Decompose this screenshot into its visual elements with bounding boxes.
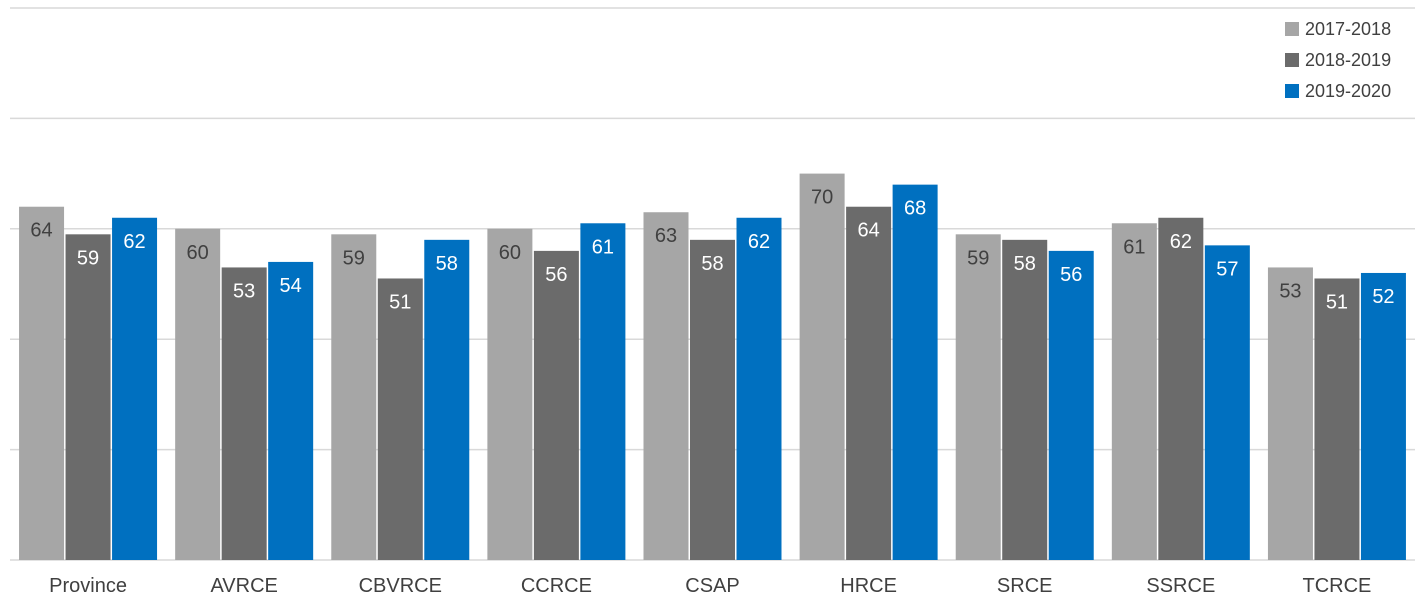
data-label: 63 [655, 225, 677, 247]
bar-2017-2018-TCRCE [1267, 267, 1313, 560]
legend-label: 2018-2019 [1305, 50, 1391, 70]
data-label: 60 [499, 242, 521, 264]
data-label: 58 [436, 253, 458, 275]
data-label: 62 [748, 231, 770, 253]
data-label: 70 [811, 187, 833, 209]
bar-2019-2020-CCRCE [580, 223, 626, 560]
data-label: 61 [1123, 236, 1145, 258]
bar-2017-2018-AVRCE [175, 228, 221, 561]
data-label: 68 [904, 198, 926, 220]
data-label: 61 [592, 236, 614, 258]
bar-2019-2020-SRCE [1048, 250, 1094, 560]
x-tick-label: SSRCE [1146, 575, 1215, 597]
data-label: 53 [233, 280, 255, 302]
bar-2017-2018-SSRCE [1111, 223, 1157, 560]
x-tick-label: HRCE [840, 575, 897, 597]
legend: 2017-2018 2018-2019 2019-2020 [1285, 19, 1391, 101]
data-label: 52 [1372, 286, 1394, 308]
data-label: 53 [1279, 280, 1301, 302]
bar-2018-2019-TCRCE [1314, 278, 1360, 560]
bar-2019-2020-CSAP [736, 217, 782, 560]
x-tick-label: CCRCE [521, 575, 592, 597]
legend-swatch [1285, 84, 1299, 98]
data-label: 64 [30, 220, 52, 242]
bar-2019-2020-HRCE [892, 184, 938, 560]
bar-2019-2020-Province [112, 217, 158, 560]
legend-swatch [1285, 22, 1299, 36]
data-label: 58 [701, 253, 723, 275]
bar-2017-2018-CBVRCE [331, 234, 377, 560]
bars: 64 59 62 60 53 54 59 51 58 60 56 61 63 58 62 70 64 68 59 58… [19, 173, 1406, 561]
x-tick-label: AVRCE [210, 575, 277, 597]
data-label: 56 [1060, 264, 1082, 286]
data-label: 54 [280, 275, 302, 297]
x-tick-label: TCRCE [1302, 575, 1371, 597]
x-tick-label: Province [49, 575, 127, 597]
legend-label: 2017-2018 [1305, 19, 1391, 39]
bar-2017-2018-SRCE [955, 234, 1001, 560]
data-label: 62 [1170, 231, 1192, 253]
bar-2019-2020-SSRCE [1204, 245, 1250, 561]
bar-2017-2018-HRCE [799, 173, 845, 560]
x-tick-label: CSAP [685, 575, 739, 597]
bar-2017-2018-CCRCE [487, 228, 533, 561]
bar-2018-2019-CSAP [690, 239, 735, 560]
x-axis-tick-labels: Province AVRCE CBVRCE CCRCE CSAP HRCE SRCE SSRC… [49, 575, 1371, 597]
bar-2018-2019-Province [65, 234, 111, 560]
data-label: 51 [389, 291, 411, 313]
bar-2018-2019-AVRCE [221, 267, 267, 560]
x-tick-label: SRCE [997, 575, 1053, 597]
data-label: 59 [967, 247, 989, 269]
data-label: 57 [1216, 258, 1238, 280]
data-label: 64 [857, 220, 879, 242]
data-label: 59 [343, 247, 365, 269]
bar-2019-2020-AVRCE [268, 261, 314, 560]
bar-2018-2019-HRCE [846, 206, 892, 560]
bar-2017-2018-CSAP [643, 212, 689, 561]
legend-swatch [1285, 53, 1299, 67]
bar-2019-2020-TCRCE [1360, 272, 1406, 560]
bar-2019-2020-CBVRCE [424, 239, 470, 560]
bar-2018-2019-SRCE [1002, 239, 1048, 560]
data-label: 62 [123, 231, 145, 253]
bar-2018-2019-CCRCE [533, 250, 579, 560]
data-label: 59 [77, 247, 99, 269]
data-label: 56 [545, 264, 567, 286]
bar-2018-2019-SSRCE [1158, 217, 1204, 560]
data-label: 51 [1326, 291, 1348, 313]
data-label: 58 [1014, 253, 1036, 275]
x-tick-label: CBVRCE [359, 575, 442, 597]
bar-2017-2018-Province [19, 206, 65, 560]
data-label: 60 [187, 242, 209, 264]
bar-2018-2019-CBVRCE [377, 278, 423, 560]
legend-label: 2019-2020 [1305, 81, 1391, 101]
